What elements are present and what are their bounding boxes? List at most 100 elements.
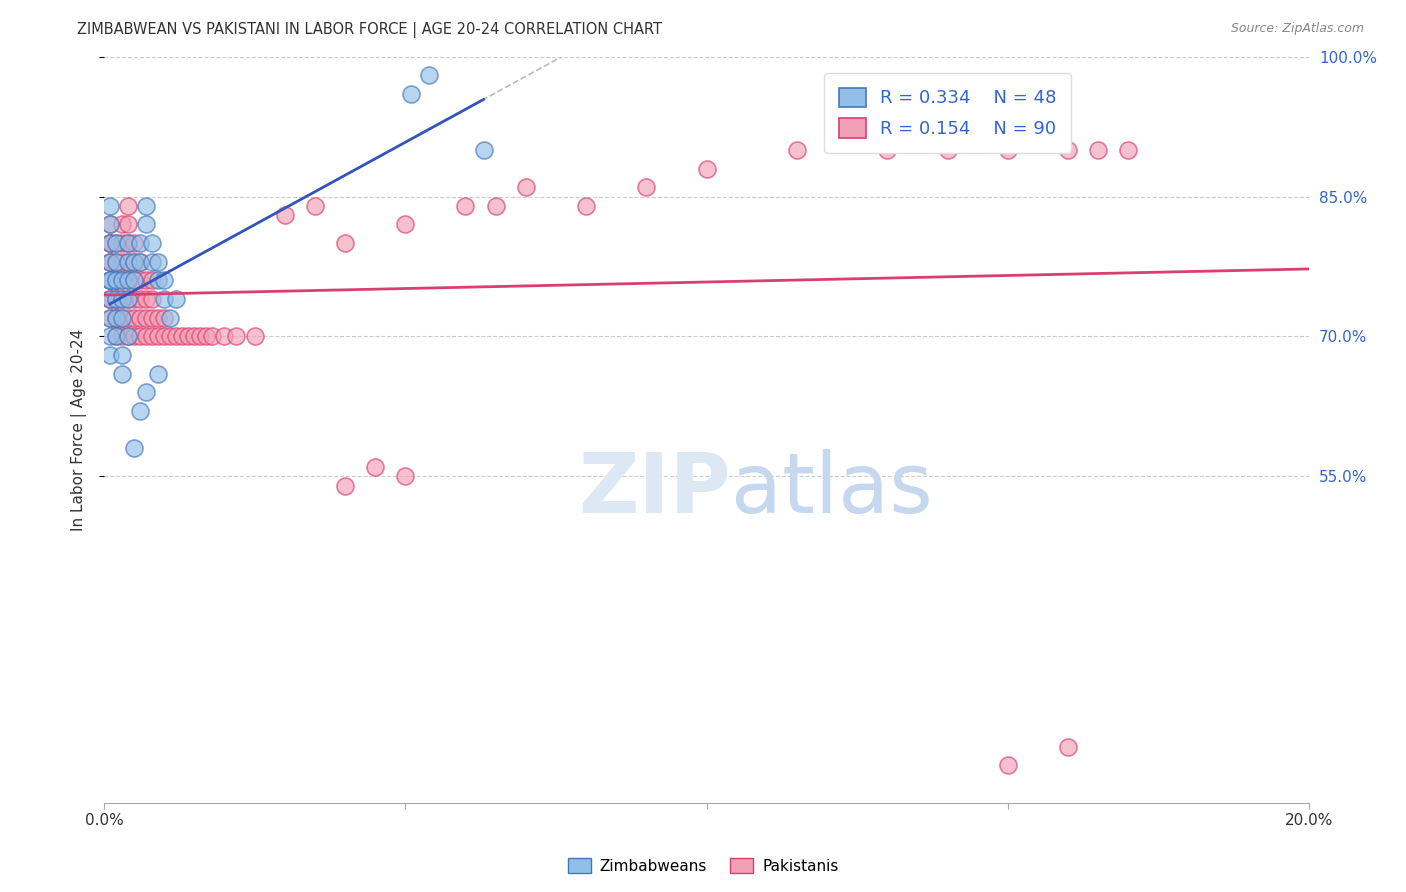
Point	[141, 254, 163, 268]
Point	[122, 254, 145, 268]
Point	[183, 329, 205, 343]
Point	[104, 329, 127, 343]
Point	[122, 329, 145, 343]
Point	[98, 273, 121, 287]
Point	[98, 254, 121, 268]
Point	[165, 329, 187, 343]
Point	[117, 292, 139, 306]
Point	[117, 329, 139, 343]
Point	[117, 292, 139, 306]
Point	[98, 292, 121, 306]
Point	[575, 199, 598, 213]
Point	[153, 273, 176, 287]
Point	[122, 442, 145, 456]
Point	[104, 292, 127, 306]
Point	[111, 218, 134, 232]
Point	[111, 254, 134, 268]
Point	[111, 273, 134, 287]
Point	[304, 199, 326, 213]
Point	[129, 329, 152, 343]
Point	[98, 310, 121, 325]
Legend: Zimbabweans, Pakistanis: Zimbabweans, Pakistanis	[561, 852, 845, 880]
Point	[98, 273, 121, 287]
Text: ZIP: ZIP	[578, 449, 731, 530]
Point	[117, 273, 139, 287]
Point	[111, 236, 134, 251]
Point	[129, 236, 152, 251]
Point	[98, 292, 121, 306]
Point	[111, 310, 134, 325]
Point	[135, 273, 157, 287]
Point	[1057, 739, 1080, 754]
Point	[696, 161, 718, 176]
Point	[104, 310, 127, 325]
Point	[111, 348, 134, 362]
Point	[159, 329, 181, 343]
Point	[104, 273, 127, 287]
Point	[997, 758, 1019, 772]
Point	[111, 273, 134, 287]
Point	[111, 310, 134, 325]
Point	[188, 329, 211, 343]
Point	[122, 254, 145, 268]
Point	[122, 273, 145, 287]
Point	[786, 143, 808, 157]
Point	[146, 254, 169, 268]
Point	[141, 329, 163, 343]
Point	[225, 329, 247, 343]
Point	[122, 236, 145, 251]
Point	[104, 292, 127, 306]
Point	[98, 254, 121, 268]
Point	[117, 236, 139, 251]
Point	[153, 310, 176, 325]
Point	[98, 348, 121, 362]
Text: Source: ZipAtlas.com: Source: ZipAtlas.com	[1230, 22, 1364, 36]
Point	[146, 367, 169, 381]
Point	[129, 273, 152, 287]
Point	[122, 310, 145, 325]
Point	[333, 478, 356, 492]
Point	[104, 292, 127, 306]
Point	[98, 329, 121, 343]
Point	[394, 218, 416, 232]
Point	[111, 292, 134, 306]
Point	[104, 236, 127, 251]
Point	[146, 329, 169, 343]
Point	[111, 367, 134, 381]
Point	[141, 292, 163, 306]
Point	[394, 469, 416, 483]
Point	[117, 310, 139, 325]
Legend: R = 0.334    N = 48, R = 0.154    N = 90: R = 0.334 N = 48, R = 0.154 N = 90	[824, 73, 1071, 153]
Point	[122, 273, 145, 287]
Point	[129, 404, 152, 418]
Point	[141, 236, 163, 251]
Point	[936, 143, 959, 157]
Point	[104, 236, 127, 251]
Text: ZIMBABWEAN VS PAKISTANI IN LABOR FORCE | AGE 20-24 CORRELATION CHART: ZIMBABWEAN VS PAKISTANI IN LABOR FORCE |…	[77, 22, 662, 38]
Y-axis label: In Labor Force | Age 20-24: In Labor Force | Age 20-24	[72, 328, 87, 531]
Point	[104, 254, 127, 268]
Point	[104, 273, 127, 287]
Point	[135, 329, 157, 343]
Point	[98, 218, 121, 232]
Point	[98, 199, 121, 213]
Point	[153, 292, 176, 306]
Point	[333, 236, 356, 251]
Point	[472, 143, 495, 157]
Point	[485, 199, 508, 213]
Point	[98, 236, 121, 251]
Point	[997, 143, 1019, 157]
Point	[636, 180, 658, 194]
Point	[141, 273, 163, 287]
Point	[172, 329, 194, 343]
Point	[364, 459, 387, 474]
Point	[1087, 143, 1109, 157]
Point	[129, 292, 152, 306]
Point	[104, 310, 127, 325]
Point	[104, 329, 127, 343]
Point	[177, 329, 200, 343]
Point	[129, 254, 152, 268]
Point	[146, 273, 169, 287]
Point	[98, 236, 121, 251]
Point	[243, 329, 266, 343]
